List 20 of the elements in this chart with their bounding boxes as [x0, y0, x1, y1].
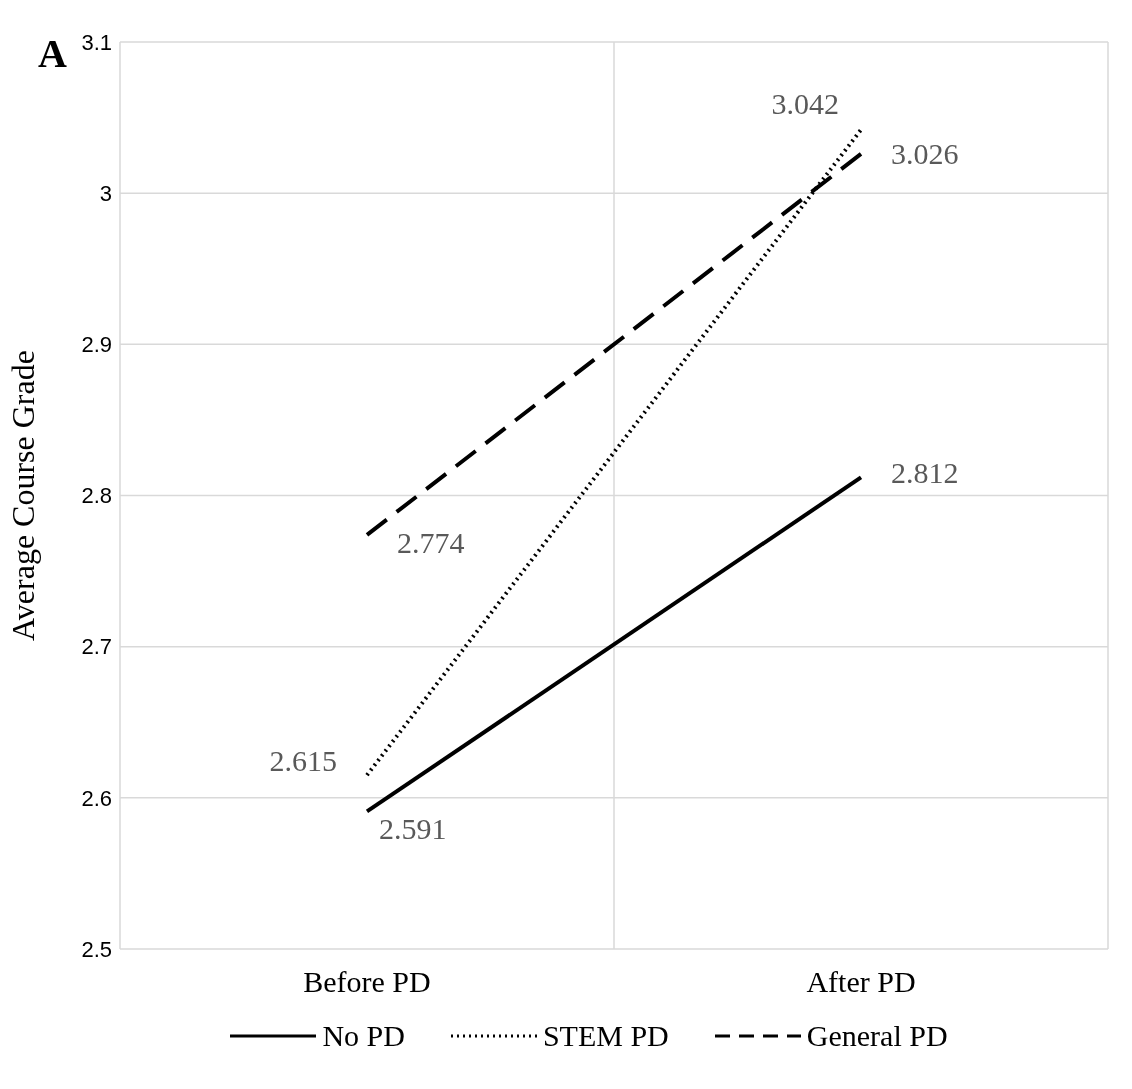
x-tick-label: Before PD — [303, 965, 431, 999]
y-tick-label: 2.9 — [81, 332, 112, 358]
data-label: 2.615 — [269, 744, 337, 778]
data-label: 2.812 — [891, 456, 959, 490]
legend-label: STEM PD — [541, 1019, 669, 1053]
y-tick-label: 2.6 — [81, 785, 112, 811]
y-tick-label: 3.1 — [81, 29, 112, 55]
y-axis-title: Average Course Grade — [5, 350, 42, 641]
data-label: 3.026 — [891, 136, 959, 170]
y-tick-label: 2.8 — [81, 483, 112, 509]
legend-label: No PD — [321, 1019, 405, 1053]
legend-label: General PD — [805, 1019, 948, 1053]
x-tick-label: After PD — [806, 965, 916, 999]
data-label: 2.591 — [379, 812, 447, 846]
text: A — [38, 30, 67, 77]
y-tick-label: 3 — [99, 180, 112, 206]
data-label: 3.042 — [771, 86, 839, 120]
y-tick-label: 2.5 — [81, 936, 112, 962]
data-label: 2.774 — [397, 525, 465, 559]
y-tick-label: 2.7 — [81, 634, 112, 660]
